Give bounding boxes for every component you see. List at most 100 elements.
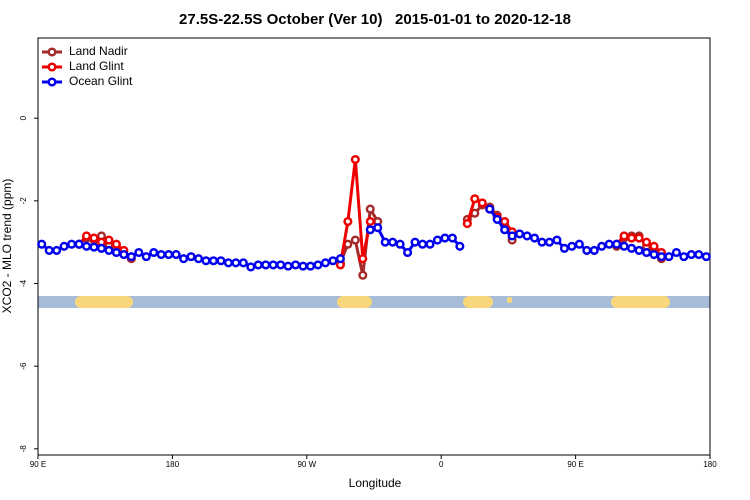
chart-title: 27.5S-22.5S October (Ver 10) 2015-01-01 … [179,11,571,28]
legend-label: Land Nadir [69,44,128,58]
point [641,237,652,247]
point [37,239,47,249]
point [276,260,286,270]
point [52,245,62,255]
point [111,247,121,258]
point [641,247,652,258]
legend-label: Land Glint [69,59,124,73]
point [701,252,711,262]
point [365,204,375,214]
point [447,233,457,243]
y-tick-label: 0 [19,115,28,120]
point [67,239,77,249]
point [231,258,241,268]
point [544,237,555,247]
point [96,243,107,253]
point [350,154,360,165]
point [559,243,569,253]
point [403,247,413,258]
x-tick-label: 90 E [30,460,46,469]
point [81,241,92,251]
point [627,243,637,253]
mask-band [38,296,710,308]
point [253,260,263,270]
point [134,247,144,258]
point [612,239,622,249]
point [268,260,278,270]
legend-marker [47,62,57,72]
point [223,258,233,268]
point [627,233,637,243]
point [74,239,84,249]
point [410,237,420,247]
point [567,241,577,251]
point [358,270,368,280]
point [89,233,99,243]
point [388,237,398,247]
point [164,250,174,260]
point [664,252,674,262]
point [619,241,629,251]
point [208,256,219,266]
land-patch [507,297,512,303]
legend-marker [47,47,57,57]
x-tick-label: 90 E [567,460,583,469]
y-tick-label: -4 [19,279,28,287]
point [500,216,510,227]
legend-marker [47,77,57,87]
point [350,235,360,245]
point [216,256,226,266]
point [305,261,316,271]
point [432,235,443,245]
point [343,216,353,227]
point [246,262,256,272]
point [283,261,293,271]
y-tick-label: -2 [19,197,28,205]
point [89,242,99,252]
point [380,237,390,247]
point [485,204,495,214]
point [395,239,405,249]
point [515,229,525,239]
point [686,250,696,260]
point [604,239,614,249]
point [320,258,331,268]
point [328,256,338,266]
point [171,250,181,260]
y-tick-label: -8 [19,445,28,453]
point [126,252,136,262]
point [141,252,151,262]
point [500,225,510,235]
point [649,241,659,251]
point [335,254,345,264]
point [477,198,487,208]
land-patch [337,296,372,308]
point [537,237,547,247]
x-tick-label: 90 W [297,460,316,469]
point [44,245,54,255]
point [365,216,375,227]
point [261,260,271,270]
point [679,252,689,262]
x-tick-label: 180 [166,460,180,469]
y-axis-title: XCO2 - MLO trend (ppm) [0,179,14,314]
point [507,231,517,241]
point [365,225,375,235]
point [238,258,248,268]
point [59,241,69,251]
land-patch [75,296,133,308]
point [492,214,502,224]
point [291,260,301,270]
point [104,245,114,255]
point [634,245,644,255]
point [417,239,428,249]
x-axis-title: Longitude [349,476,402,490]
point [656,252,667,262]
x-tick-label: 180 [703,460,717,469]
point [440,233,450,243]
point [104,235,114,245]
point [462,219,472,229]
point [522,231,532,241]
series [74,200,667,280]
point [671,247,681,258]
